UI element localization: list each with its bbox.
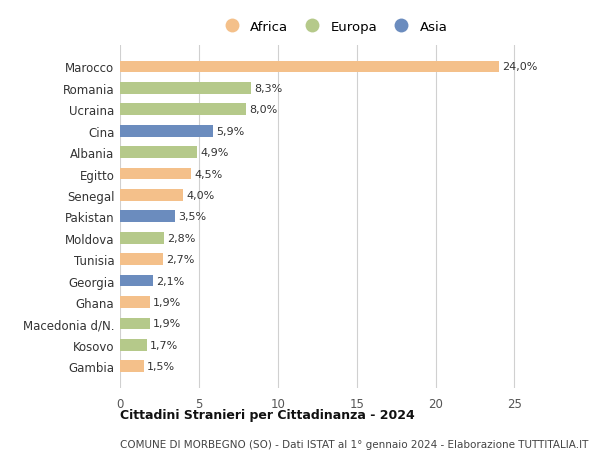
Text: 4,9%: 4,9% [200,148,229,158]
Text: 1,9%: 1,9% [153,319,181,329]
Bar [120,62,499,73]
Text: 8,0%: 8,0% [250,105,278,115]
Text: 2,7%: 2,7% [166,255,194,264]
Text: Cittadini Stranieri per Cittadinanza - 2024: Cittadini Stranieri per Cittadinanza - 2… [120,408,415,421]
Text: 1,7%: 1,7% [150,340,178,350]
Legend: Africa, Europa, Asia: Africa, Europa, Asia [216,18,450,37]
Text: 5,9%: 5,9% [216,126,244,136]
Text: 3,5%: 3,5% [178,212,206,222]
Bar [120,297,150,308]
Text: 4,0%: 4,0% [186,190,215,201]
Bar [120,339,147,351]
Bar [120,104,246,116]
Text: 24,0%: 24,0% [502,62,537,73]
Bar [120,361,143,372]
Bar [120,147,197,159]
Bar [120,275,153,287]
Text: 4,5%: 4,5% [194,169,223,179]
Text: 1,9%: 1,9% [153,297,181,308]
Text: COMUNE DI MORBEGNO (SO) - Dati ISTAT al 1° gennaio 2024 - Elaborazione TUTTITALI: COMUNE DI MORBEGNO (SO) - Dati ISTAT al … [120,440,589,449]
Bar [120,190,183,202]
Bar [120,232,164,244]
Text: 8,3%: 8,3% [254,84,283,94]
Bar [120,211,175,223]
Bar [120,254,163,265]
Bar [120,83,251,95]
Bar [120,318,150,330]
Text: 2,1%: 2,1% [156,276,185,286]
Text: 1,5%: 1,5% [147,361,175,371]
Bar [120,168,191,180]
Text: 2,8%: 2,8% [167,233,196,243]
Bar [120,126,213,137]
